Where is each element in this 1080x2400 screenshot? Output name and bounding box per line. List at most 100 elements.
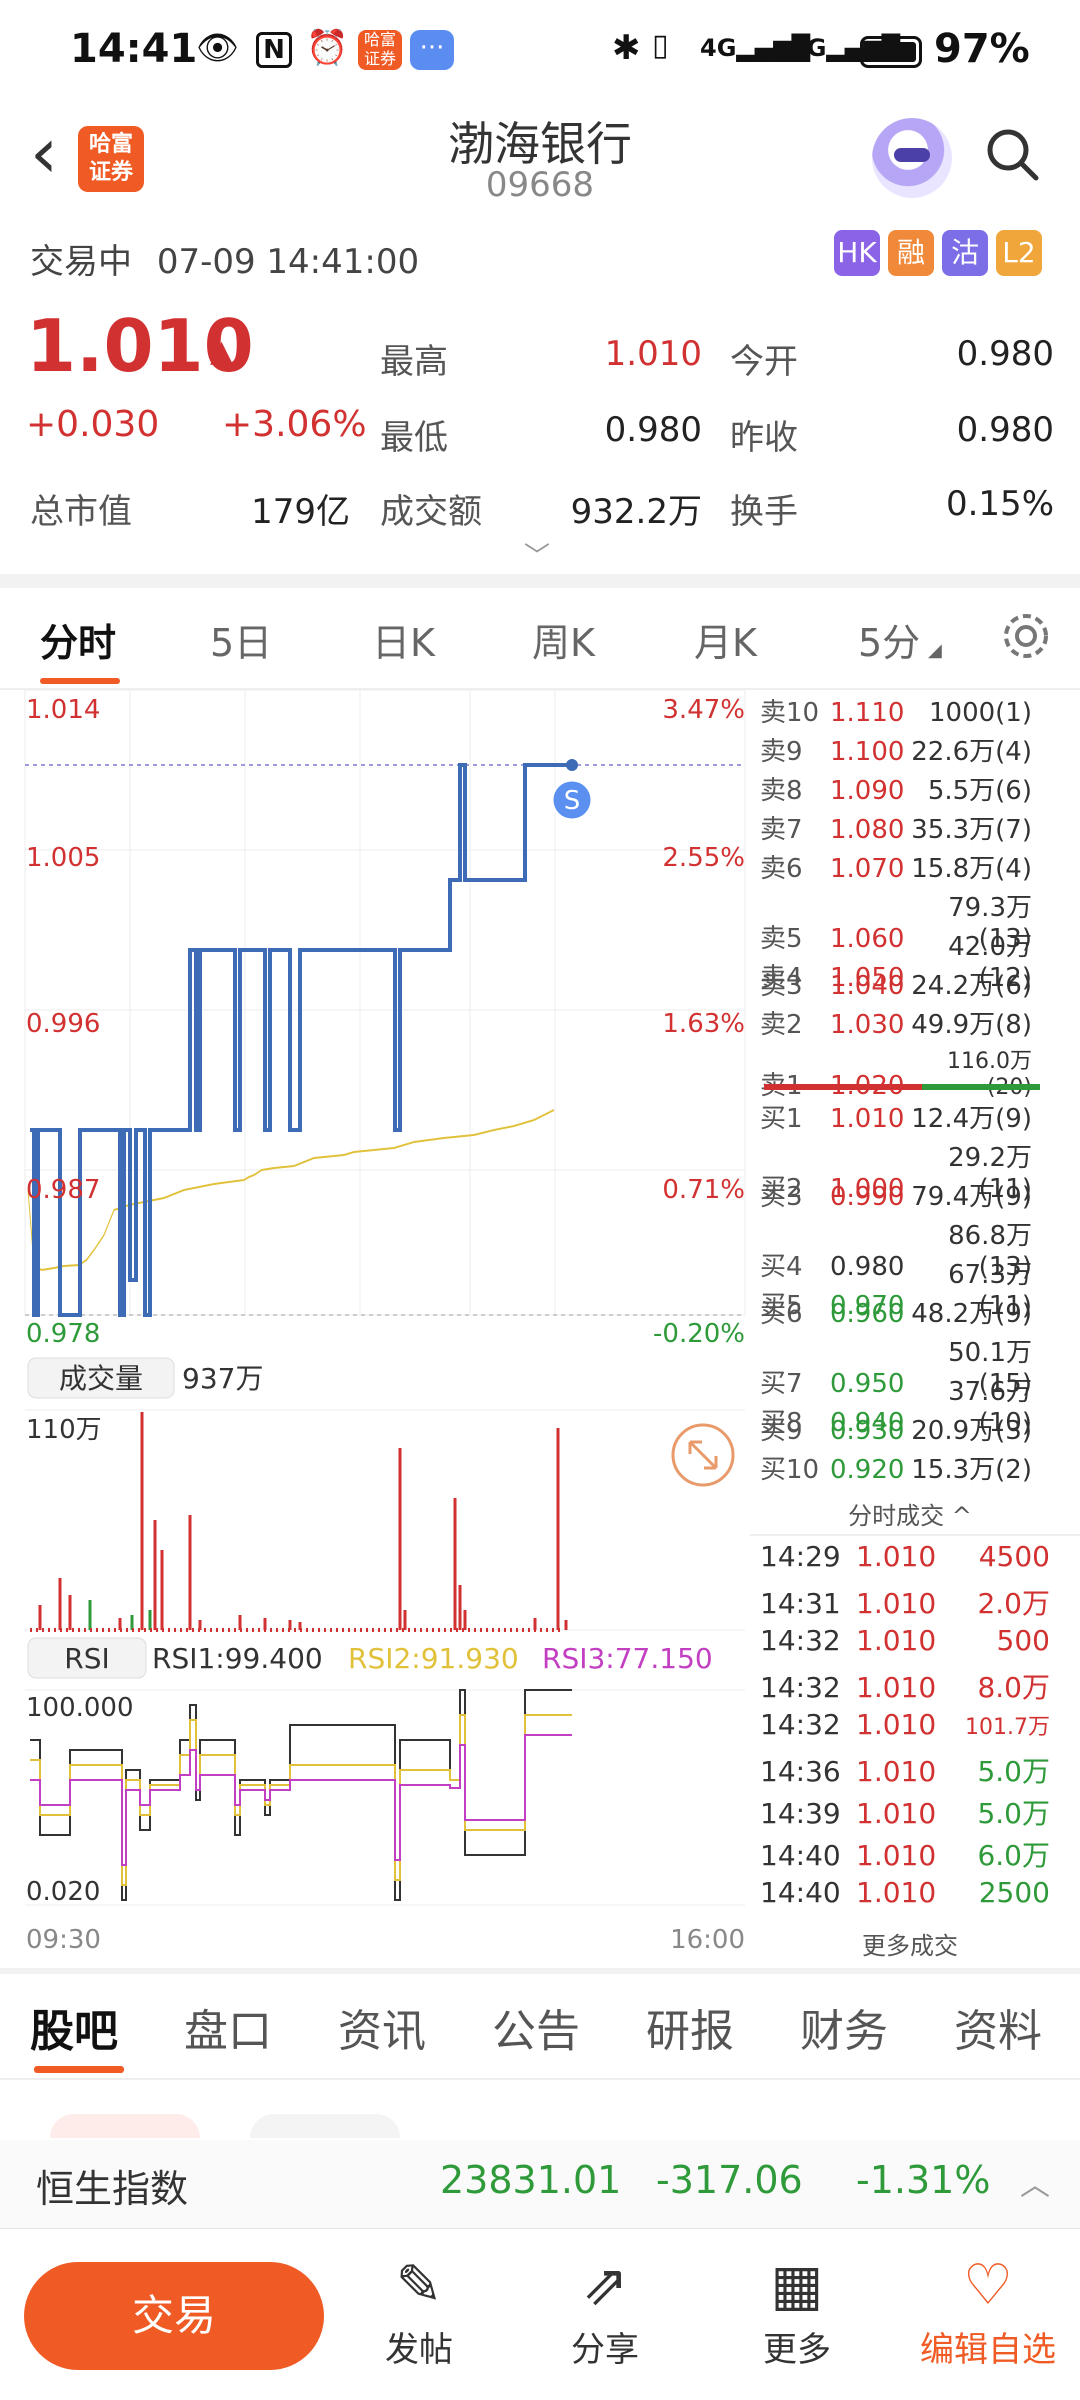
tab-intraday[interactable]: 分时 xyxy=(40,621,117,665)
ask-volume: 116.0万(20) xyxy=(947,1049,1032,1100)
back-button[interactable]: ‹ xyxy=(30,112,58,194)
more-button[interactable]: ▦ 更多 xyxy=(732,2250,862,2371)
bid-price: 1.000 xyxy=(830,1174,905,1204)
bid-volume: 20.9万(3) xyxy=(911,1416,1032,1446)
mcap-value: 179亿 xyxy=(251,492,350,532)
index-bar[interactable]: 恒生指数 23831.01 -317.06 -1.31% ︿ xyxy=(0,2140,1080,2230)
intraday-chart[interactable]: S 1.014 1.005 0.996 0.987 0.978 3.47% 2.… xyxy=(0,690,750,1970)
bid-price: 1.010 xyxy=(830,1104,905,1134)
ask-volume: 5.5万(6) xyxy=(927,776,1032,806)
nfc-icon: N xyxy=(256,32,292,68)
tick-time: 14:29 xyxy=(760,1540,841,1573)
search-icon[interactable] xyxy=(984,126,1040,182)
tick-price: 1.010 xyxy=(856,1755,937,1788)
ask-label: 卖2 xyxy=(760,1010,803,1040)
app-badge: 哈富证券 xyxy=(358,30,402,70)
open-label: 今开 xyxy=(730,342,798,382)
tick-time: 14:32 xyxy=(760,1671,841,1704)
robot-assistant-icon[interactable] xyxy=(872,118,952,198)
tab-5min[interactable]: 5分 xyxy=(858,621,921,665)
tick-price: 1.010 xyxy=(856,1671,937,1704)
high-label: 最高 xyxy=(380,342,448,382)
price-endpoint xyxy=(566,759,578,771)
price-grid xyxy=(24,690,746,1316)
status-bar: 14:41 👁 N ⏰ 哈富证券 ··· ✱ ▯ 4G▂▄▆█ 4G▂▄▆█ 9… xyxy=(0,0,1080,100)
current-price: 1.010 xyxy=(26,304,254,388)
tag-l2[interactable]: L2 xyxy=(996,230,1042,276)
turnover-label: 成交额 xyxy=(380,492,482,532)
ask-volume: 79.3万(13) xyxy=(948,893,1032,954)
tab-orderbook[interactable]: 盘口 xyxy=(184,2006,272,2057)
settings-gear-icon[interactable] xyxy=(998,608,1054,664)
tab-weekly-k[interactable]: 周K xyxy=(532,621,595,665)
bid-price: 0.950 xyxy=(830,1369,905,1399)
fullscreen-icon[interactable] xyxy=(671,1423,735,1487)
tab-profile[interactable]: 资料 xyxy=(954,2006,1042,2057)
bid-price: 0.960 xyxy=(830,1299,905,1329)
tick-volume: 2.0万 xyxy=(977,1587,1050,1620)
tab-news[interactable]: 资讯 xyxy=(338,2006,426,2057)
avg-price-line xyxy=(27,1109,555,1272)
trade-datetime: 07-09 14:41:00 xyxy=(156,242,420,282)
turnover-rate-value: 0.15% xyxy=(945,484,1054,524)
ask-label: 卖7 xyxy=(760,815,803,845)
bid-label: 买3 xyxy=(760,1182,803,1212)
expand-chevron-icon[interactable]: ﹀ xyxy=(524,542,551,572)
price-line xyxy=(30,763,572,1317)
tick-volume: 8.0万 xyxy=(977,1671,1050,1704)
bid-price: 0.920 xyxy=(830,1455,905,1485)
post-button[interactable]: ✎ 发帖 xyxy=(354,2250,484,2371)
tick-time: 14:40 xyxy=(760,1876,841,1909)
tab-5day[interactable]: 5日 xyxy=(210,621,273,665)
tab-research[interactable]: 研报 xyxy=(646,2006,734,2057)
bid-volume: 86.8万(13) xyxy=(948,1221,1032,1282)
ticks-list: 14:29 1.010 4500 14:31 1.010 2.0万 14:32 1.010… xyxy=(760,1540,1050,1918)
tab-daily-k[interactable]: 日K xyxy=(372,621,435,665)
tab-financials[interactable]: 财务 xyxy=(800,2006,888,2057)
order-book-asks: 卖10 1.110 1000(1) 卖9 1.100 22.6万(4) 卖8 1.090 5… xyxy=(760,692,1032,1101)
more-ticks-link[interactable]: 更多成交 xyxy=(862,1932,958,1960)
pct-axis-5: -0.20% xyxy=(653,1319,745,1349)
ask-label: 卖10 xyxy=(760,698,820,728)
ask-price: 1.030 xyxy=(830,1010,905,1040)
trade-button[interactable]: 交易 xyxy=(24,2262,324,2370)
ask-label: 卖3 xyxy=(760,971,803,1001)
tick-volume: 2500 xyxy=(978,1876,1050,1909)
tag-margin[interactable]: 融 xyxy=(888,230,934,276)
tab-monthly-k[interactable]: 月K xyxy=(694,621,757,665)
high-value: 1.010 xyxy=(604,334,702,374)
tick-price: 1.010 xyxy=(856,1624,937,1657)
ask-label: 卖5 xyxy=(760,924,803,954)
grid-icon: ▦ xyxy=(770,2253,824,2318)
tab-announcements[interactable]: 公告 xyxy=(492,2006,580,2057)
ask-volume: 35.3万(7) xyxy=(911,815,1032,845)
tick-time: 14:32 xyxy=(760,1624,841,1657)
share-button[interactable]: ⇗ 分享 xyxy=(540,2250,670,2371)
rsi-bottom: 0.020 xyxy=(26,1877,100,1907)
tag-hk[interactable]: HK xyxy=(834,230,880,276)
chevron-up-icon[interactable]: ︿ xyxy=(1020,2168,1050,2203)
tag-short[interactable]: 沽 xyxy=(942,230,988,276)
pct-axis-4: 0.71% xyxy=(662,1175,745,1205)
bid-label: 买7 xyxy=(760,1369,803,1399)
rsi-tab xyxy=(27,1637,147,1679)
price-axis-5: 0.978 xyxy=(26,1319,100,1349)
edit-watchlist-button[interactable]: ♡ 编辑自选 xyxy=(908,2250,1068,2371)
logo-line-2: 证券 xyxy=(88,160,133,185)
index-change: -317.06 xyxy=(656,2158,803,2202)
open-value: 0.980 xyxy=(956,334,1054,374)
bid-volume: 50.1万(15) xyxy=(948,1338,1032,1399)
forum-chip-partial xyxy=(50,2114,200,2138)
tick-price: 1.010 xyxy=(856,1587,937,1620)
rsi1-value: RSI1:99.400 xyxy=(152,1642,323,1675)
bid-price: 0.930 xyxy=(830,1416,905,1446)
ticks-title[interactable]: 分时成交 ^ xyxy=(848,1502,972,1530)
index-pct: -1.31% xyxy=(856,2158,991,2202)
bid-label: 买4 xyxy=(760,1252,803,1282)
post-label: 发帖 xyxy=(385,2330,453,2370)
share-icon: ⇗ xyxy=(581,2253,629,2318)
volume-value: 937万 xyxy=(182,1362,263,1395)
price-axis-2: 1.005 xyxy=(26,843,100,873)
mcap-label: 总市值 xyxy=(30,492,132,532)
tab-forum[interactable]: 股吧 xyxy=(30,2006,118,2057)
